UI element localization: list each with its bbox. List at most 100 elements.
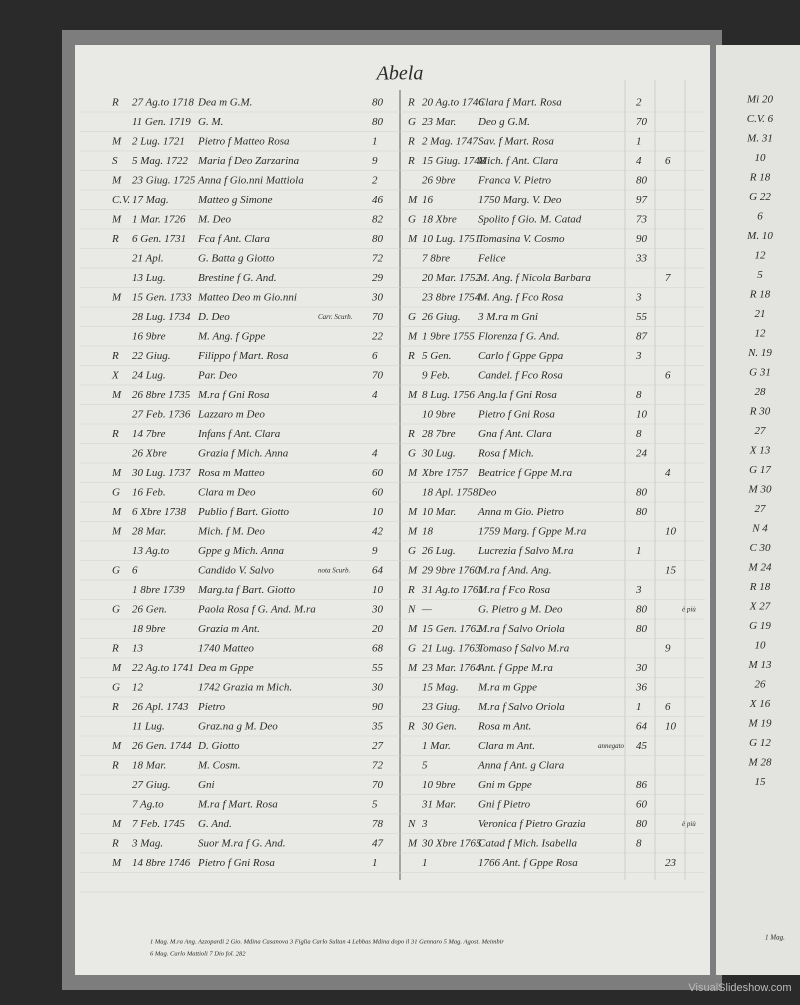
entry-num: 2 bbox=[636, 97, 642, 109]
next-page-entry: G 17 bbox=[749, 464, 771, 476]
entry-num: 60 bbox=[372, 487, 384, 499]
entry-mark: M bbox=[111, 136, 122, 148]
entry-name: Gni m Gppe bbox=[478, 779, 532, 791]
entry-extra: 6 bbox=[665, 155, 671, 167]
entry-mark: M bbox=[407, 389, 418, 401]
entry-name: Tomasina V. Cosmo bbox=[478, 233, 565, 245]
entry-name: M. Cosm. bbox=[197, 760, 240, 772]
entry-mark: R bbox=[111, 233, 119, 245]
entry-date: 9 Feb. bbox=[422, 370, 450, 382]
entry-name: G. And. bbox=[198, 818, 232, 830]
next-page-entry: X 13 bbox=[749, 445, 771, 457]
entry-num: 70 bbox=[372, 311, 384, 323]
entry-num: 55 bbox=[636, 311, 648, 323]
entry-mark: R bbox=[407, 428, 415, 440]
entry-name: G. M. bbox=[198, 116, 223, 128]
entry-date: 18 9bre bbox=[132, 623, 166, 635]
entry-mark: M bbox=[111, 506, 122, 518]
entry-num: 97 bbox=[636, 194, 648, 206]
entry-name: D. Giotto bbox=[197, 740, 240, 752]
entry-date: 16 bbox=[422, 194, 434, 206]
entry-name: 1750 Marg. V. Deo bbox=[478, 194, 562, 206]
entry-mark: M bbox=[407, 662, 418, 674]
next-page-entry: 27 bbox=[755, 503, 767, 515]
entry-mark: G bbox=[112, 682, 120, 694]
entry-num: 30 bbox=[371, 604, 384, 616]
entry-date: 27 Giug. bbox=[132, 779, 171, 791]
entry-name: Florenza f G. And. bbox=[477, 331, 560, 343]
entry-date: 26 Gen. 1744 bbox=[132, 740, 192, 752]
entry-num: 33 bbox=[635, 253, 648, 265]
next-page-entry: M. 10 bbox=[746, 230, 773, 242]
entry-num: 9 bbox=[372, 155, 378, 167]
entry-name: Dea m G.M. bbox=[197, 97, 252, 109]
entry-date: 31 Mar. bbox=[421, 799, 456, 811]
entry-date: 28 Mar. bbox=[132, 526, 166, 538]
entry-date: 10 9bre bbox=[422, 409, 456, 421]
entry-name: Pietro bbox=[197, 701, 226, 713]
entry-mark: M bbox=[111, 292, 122, 304]
entry-num: 80 bbox=[636, 175, 648, 187]
entry-name: Lazzaro m Deo bbox=[197, 409, 265, 421]
entry-num: 70 bbox=[372, 370, 384, 382]
entry-date: 15 Gen. 1733 bbox=[132, 292, 192, 304]
entry-num: 80 bbox=[372, 233, 384, 245]
next-page-entry: 27 bbox=[755, 425, 767, 437]
entry-num: 55 bbox=[372, 662, 384, 674]
entry-name: Rosa m Matteo bbox=[197, 467, 265, 479]
entry-name: Tomaso f Salvo M.ra bbox=[478, 643, 570, 655]
next-page-entry: N. 19 bbox=[747, 347, 772, 359]
entry-mark: R bbox=[111, 97, 119, 109]
entry-mark: M bbox=[407, 467, 418, 479]
entry-date: 28 Lug. 1734 bbox=[132, 311, 191, 323]
entry-name: Gni f Pietro bbox=[478, 799, 531, 811]
entry-date: 23 Giug. bbox=[422, 701, 461, 713]
entry-name: Matteo g Simone bbox=[197, 194, 273, 206]
entry-date: 28 7bre bbox=[422, 428, 456, 440]
entry-date: 18 bbox=[422, 526, 434, 538]
entry-num: 5 bbox=[372, 799, 378, 811]
entry-name: Catad f Mich. Isabella bbox=[478, 838, 577, 850]
next-page-entry: M 24 bbox=[748, 562, 772, 574]
entry-date: 22 Ag.to 1741 bbox=[132, 662, 194, 674]
entry-mark: G bbox=[112, 565, 120, 577]
next-page-entry: G 12 bbox=[749, 737, 771, 749]
next-page-entry: 10 bbox=[755, 640, 767, 652]
entry-num: 6 bbox=[372, 350, 378, 362]
entry-mark: R bbox=[407, 350, 415, 362]
entry-date: 1 bbox=[422, 857, 428, 869]
entry-mark: R bbox=[111, 428, 119, 440]
entry-extra: 7 bbox=[665, 272, 671, 284]
entry-date: 31 Ag.to 1761 bbox=[421, 584, 484, 596]
entry-name: 3 M.ra m Gni bbox=[477, 311, 538, 323]
next-page-entry: M 28 bbox=[748, 757, 772, 769]
entry-num: 3 bbox=[635, 350, 642, 362]
entry-num: 80 bbox=[372, 97, 384, 109]
entry-extra: 9 bbox=[665, 643, 671, 655]
entry-mark: R bbox=[407, 136, 415, 148]
entry-name: Candel. f Fco Rosa bbox=[478, 370, 563, 382]
entry-date: 13 Ag.to bbox=[132, 545, 170, 557]
entry-date: 22 Giug. bbox=[132, 350, 171, 362]
entry-num: 60 bbox=[636, 799, 648, 811]
entry-num: 72 bbox=[372, 760, 384, 772]
entry-extra: 6 bbox=[665, 701, 671, 713]
next-page-entry: 26 bbox=[755, 679, 767, 691]
entry-num: 1 bbox=[636, 545, 642, 557]
entry-name: Infans f Ant. Clara bbox=[197, 428, 281, 440]
entry-name: M.ra f Salvo Oriola bbox=[477, 623, 565, 635]
entry-mark: G bbox=[112, 604, 120, 616]
entry-num: 80 bbox=[636, 623, 648, 635]
entry-name: Gna f Ant. Clara bbox=[478, 428, 552, 440]
entry-date: 15 Giug. 1748 bbox=[422, 155, 486, 167]
entry-num: 82 bbox=[372, 214, 384, 226]
entry-num: 24 bbox=[636, 448, 648, 460]
next-page-entry: X 27 bbox=[749, 601, 771, 613]
entry-name: Clara f Mart. Rosa bbox=[478, 97, 562, 109]
entry-name: Brestine f G. And. bbox=[198, 272, 277, 284]
entry-date: 1 Mar. 1726 bbox=[132, 214, 186, 226]
next-page-entry: M 19 bbox=[748, 718, 772, 730]
entry-num: 27 bbox=[372, 740, 384, 752]
entry-date: 30 Lug. bbox=[421, 448, 456, 460]
entry-name: Graz.na g M. Deo bbox=[198, 721, 278, 733]
